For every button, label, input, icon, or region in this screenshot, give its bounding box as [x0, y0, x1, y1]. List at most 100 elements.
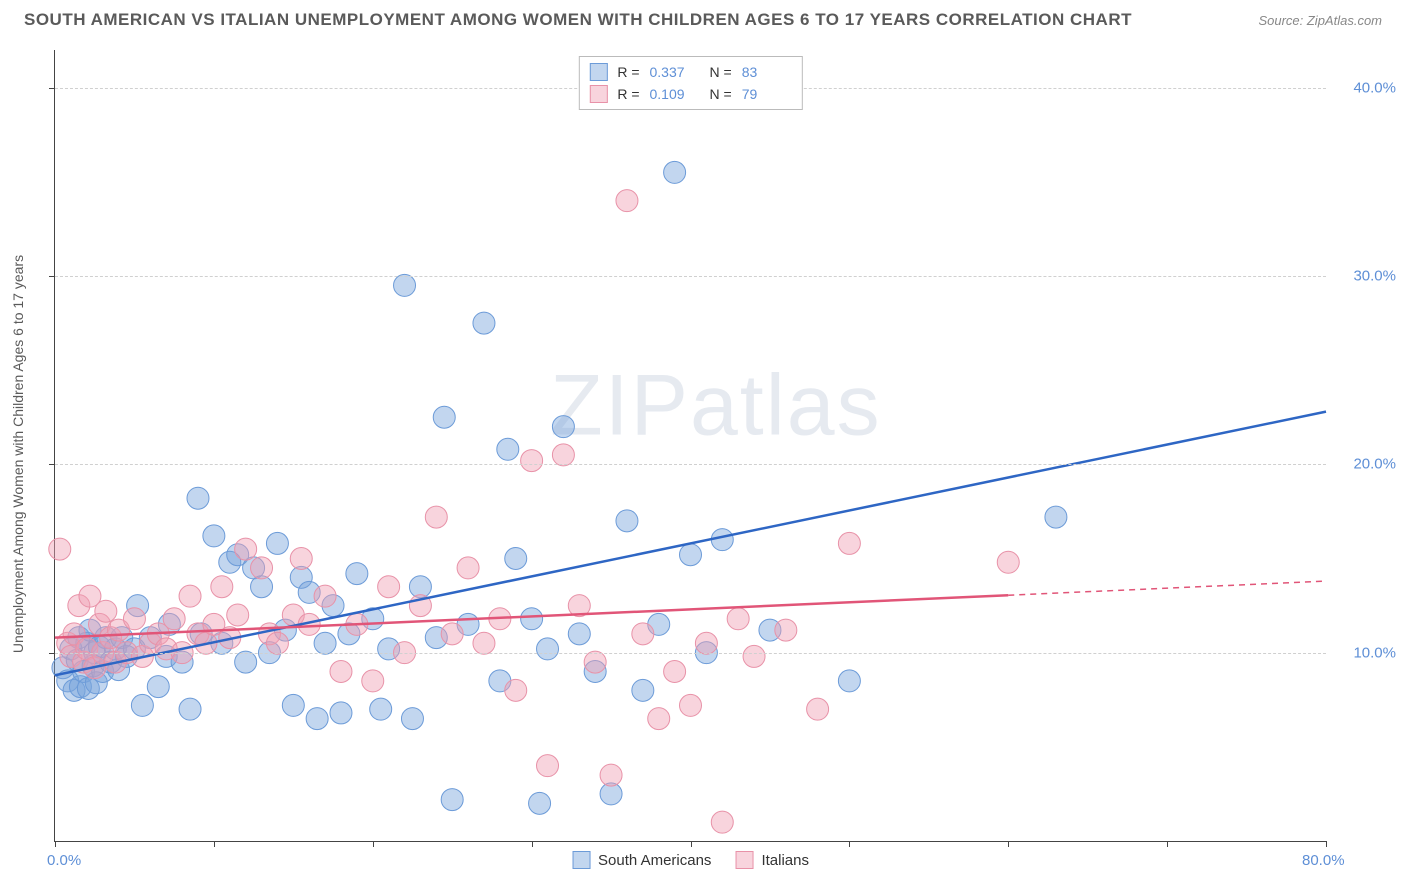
data-point [664, 661, 686, 683]
scatter-svg [55, 50, 1326, 841]
data-point [266, 532, 288, 554]
data-point [179, 698, 201, 720]
data-point [401, 708, 423, 730]
data-point [664, 161, 686, 183]
r-label: R = [617, 64, 639, 80]
legend-item: Italians [735, 851, 809, 869]
data-point [552, 444, 574, 466]
x-tick [373, 841, 374, 847]
legend-swatch [589, 85, 607, 103]
x-tick [849, 841, 850, 847]
data-point [616, 510, 638, 532]
data-point [163, 608, 185, 630]
data-point [266, 632, 288, 654]
data-point [680, 694, 702, 716]
data-point [425, 506, 447, 528]
data-point [616, 190, 638, 212]
legend-label: South Americans [598, 852, 711, 869]
x-tick [55, 841, 56, 847]
data-point [680, 544, 702, 566]
data-point [179, 585, 201, 607]
data-point [211, 576, 233, 598]
x-tick-label: 0.0% [47, 852, 81, 869]
legend-label: Italians [761, 852, 809, 869]
gridline [55, 276, 1326, 277]
y-tick-label: 20.0% [1336, 456, 1396, 473]
trend-line-extrapolated [1008, 581, 1326, 595]
data-point [314, 632, 336, 654]
data-point [235, 538, 257, 560]
y-tick-label: 40.0% [1336, 79, 1396, 96]
data-point [711, 811, 733, 833]
data-point [497, 438, 519, 460]
chart-plot-area: ZIPatlas R = 0.337 N = 83 R = 0.109 N = … [54, 50, 1326, 842]
x-tick [214, 841, 215, 847]
data-point [147, 676, 169, 698]
legend-series: South Americans Italians [572, 851, 809, 869]
legend-stats-row: R = 0.109 N = 79 [589, 83, 791, 105]
x-tick [532, 841, 533, 847]
chart-title: SOUTH AMERICAN VS ITALIAN UNEMPLOYMENT A… [24, 10, 1132, 30]
data-point [529, 792, 551, 814]
data-point [997, 551, 1019, 573]
n-label: N = [710, 86, 732, 102]
y-tick [49, 88, 55, 89]
data-point [838, 670, 860, 692]
data-point [441, 623, 463, 645]
gridline [55, 653, 1326, 654]
data-point [521, 450, 543, 472]
data-point [187, 487, 209, 509]
data-point [346, 563, 368, 585]
data-point [282, 694, 304, 716]
legend-item: South Americans [572, 851, 711, 869]
x-tick [691, 841, 692, 847]
data-point [378, 576, 400, 598]
data-point [521, 608, 543, 630]
y-tick [49, 276, 55, 277]
data-point [632, 679, 654, 701]
data-point [131, 694, 153, 716]
data-point [537, 638, 559, 660]
data-point [473, 312, 495, 334]
data-point [807, 698, 829, 720]
data-point [695, 632, 717, 654]
r-value: 0.337 [650, 64, 700, 80]
legend-stats-row: R = 0.337 N = 83 [589, 61, 791, 83]
y-tick-label: 30.0% [1336, 268, 1396, 285]
data-point [306, 708, 328, 730]
data-point [505, 679, 527, 701]
data-point [727, 608, 749, 630]
chart-source: Source: ZipAtlas.com [1258, 13, 1382, 28]
data-point [537, 755, 559, 777]
data-point [394, 274, 416, 296]
data-point [505, 548, 527, 570]
data-point [648, 708, 670, 730]
legend-swatch [572, 851, 590, 869]
data-point [95, 600, 117, 622]
data-point [600, 764, 622, 786]
data-point [441, 789, 463, 811]
data-point [370, 698, 392, 720]
r-label: R = [617, 86, 639, 102]
legend-stats: R = 0.337 N = 83 R = 0.109 N = 79 [578, 56, 802, 110]
legend-swatch [735, 851, 753, 869]
data-point [1045, 506, 1067, 528]
data-point [775, 619, 797, 641]
data-point [235, 651, 257, 673]
data-point [227, 604, 249, 626]
y-tick-label: 10.0% [1336, 644, 1396, 661]
data-point [290, 548, 312, 570]
data-point [251, 557, 273, 579]
data-point [743, 645, 765, 667]
data-point [473, 632, 495, 654]
data-point [362, 670, 384, 692]
data-point [203, 525, 225, 547]
data-point [49, 538, 71, 560]
n-value: 83 [742, 64, 792, 80]
data-point [330, 661, 352, 683]
y-tick [49, 653, 55, 654]
x-tick [1326, 841, 1327, 847]
data-point [632, 623, 654, 645]
n-label: N = [710, 64, 732, 80]
x-tick [1167, 841, 1168, 847]
